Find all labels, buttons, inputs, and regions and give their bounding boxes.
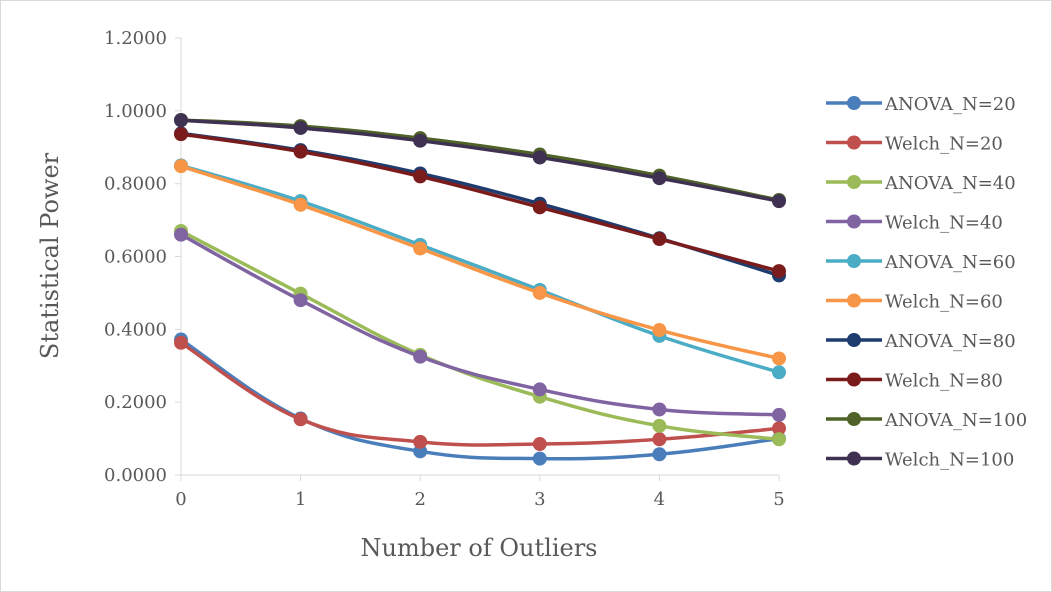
data-point: [293, 120, 308, 135]
data-point: [652, 447, 667, 462]
data-point: [174, 227, 188, 242]
legend-label: ANOVA_N=80: [884, 331, 1016, 352]
y-tick-label: 0.6000: [104, 247, 167, 268]
y-tick-label: 1.0000: [104, 101, 167, 122]
legend-label: Welch_N=60: [885, 292, 1003, 313]
data-point: [652, 432, 667, 447]
series-welch-n-40: [174, 227, 786, 422]
data-point: [413, 349, 428, 364]
series-line-welch-n-100: [179, 118, 781, 203]
legend-entry: ANOVA_N=60: [826, 252, 1016, 273]
series-line-welch-n-80: [179, 132, 781, 273]
legend-entry: ANOVA_N=80: [826, 331, 1016, 352]
y-tick-label: 0.4000: [104, 319, 167, 340]
legend-entry: Welch_N=40: [826, 213, 1003, 234]
data-point: [772, 365, 786, 380]
data-point: [772, 421, 786, 436]
y-tick-label: 1.2000: [104, 28, 167, 49]
data-point: [652, 402, 667, 417]
legend-label: ANOVA_N=40: [884, 173, 1016, 194]
data-point: [772, 194, 786, 209]
legend-label: Welch_N=100: [885, 450, 1014, 471]
data-point: [772, 407, 786, 422]
data-point: [174, 127, 188, 142]
data-point: [293, 293, 308, 308]
legend-swatch-marker: [847, 293, 861, 308]
data-point: [293, 412, 308, 427]
legend-swatch-marker: [847, 135, 861, 150]
data-point: [772, 432, 786, 447]
legend-swatch-marker: [847, 214, 861, 229]
series-welch-n-60: [174, 159, 786, 366]
data-point: [293, 197, 308, 212]
x-tick-label: 4: [654, 489, 665, 510]
data-point: [532, 437, 547, 452]
data-point: [413, 434, 428, 449]
series-line-anova-n-20: [179, 337, 781, 461]
data-point: [413, 241, 428, 256]
x-tick-label: 5: [773, 489, 784, 510]
legend-label: Welch_N=40: [885, 213, 1003, 234]
data-point: [532, 285, 547, 300]
x-tick-label: 2: [414, 489, 425, 510]
legend-entry: ANOVA_N=100: [826, 410, 1027, 431]
legend-swatch-marker: [847, 175, 861, 189]
data-point: [772, 264, 786, 279]
y-tick-label: 0.0000: [104, 465, 167, 486]
data-point: [413, 169, 428, 184]
data-point: [413, 133, 428, 148]
legend-entry: ANOVA_N=20: [826, 94, 1016, 115]
axes: 0.0000 0.2000 0.4000 0.6000 0.8000 1.0000 1.20…: [104, 28, 785, 510]
legend-swatch-marker: [847, 451, 861, 466]
legend-swatch-marker: [847, 254, 861, 268]
legend-entry: Welch_N=20: [826, 134, 1003, 155]
data-point: [532, 150, 547, 165]
legend: ANOVA_N=20 Welch_N=20 ANOVA_N=40 Welch_N=40…: [826, 94, 1027, 471]
y-axis-title: Statistical Power: [36, 152, 64, 359]
series-line-anova-n-60: [179, 163, 781, 375]
data-point: [652, 418, 667, 433]
y-tick-label: 0.2000: [104, 392, 167, 413]
legend-swatch-marker: [847, 96, 861, 110]
x-axis-title: Number of Outliers: [361, 534, 598, 562]
data-point: [293, 144, 308, 159]
data-point: [532, 382, 547, 397]
series-welch-n-20: [174, 335, 786, 452]
x-tick-label: 0: [175, 489, 186, 510]
legend-entry: Welch_N=60: [826, 292, 1003, 313]
series-line-welch-n-60: [179, 164, 781, 361]
legend-label: ANOVA_N=20: [884, 94, 1016, 115]
x-tick-label: 3: [534, 489, 545, 510]
legend-swatch-marker: [847, 412, 861, 426]
series-line-anova-n-80: [179, 131, 781, 278]
data-point: [652, 232, 667, 247]
legend-label: ANOVA_N=100: [884, 410, 1027, 431]
legend-swatch-marker: [847, 372, 861, 387]
data-point: [772, 351, 786, 366]
series-line-welch-n-20: [179, 341, 781, 447]
x-tick-label: 1: [295, 489, 306, 510]
series-line-welch-n-40: [179, 232, 781, 417]
legend-entry: ANOVA_N=40: [826, 173, 1016, 194]
data-point: [532, 451, 547, 466]
legend-swatch-marker: [847, 333, 861, 347]
data-point: [652, 323, 667, 338]
y-tick-label: 0.8000: [104, 174, 167, 195]
legend-entry: Welch_N=100: [826, 450, 1014, 471]
series-welch-n-100: [174, 113, 786, 209]
data-point: [532, 200, 547, 215]
data-point: [174, 159, 188, 174]
legend-label: Welch_N=80: [885, 371, 1003, 392]
data-point: [174, 335, 188, 350]
legend-entry: Welch_N=80: [826, 371, 1003, 392]
legend-label: Welch_N=20: [885, 134, 1003, 155]
data-point: [652, 171, 667, 186]
series-line-anova-n-40: [179, 229, 781, 442]
plot-series: [174, 112, 786, 466]
data-point: [174, 113, 188, 128]
legend-label: ANOVA_N=60: [884, 252, 1016, 273]
series-welch-n-80: [174, 127, 786, 279]
